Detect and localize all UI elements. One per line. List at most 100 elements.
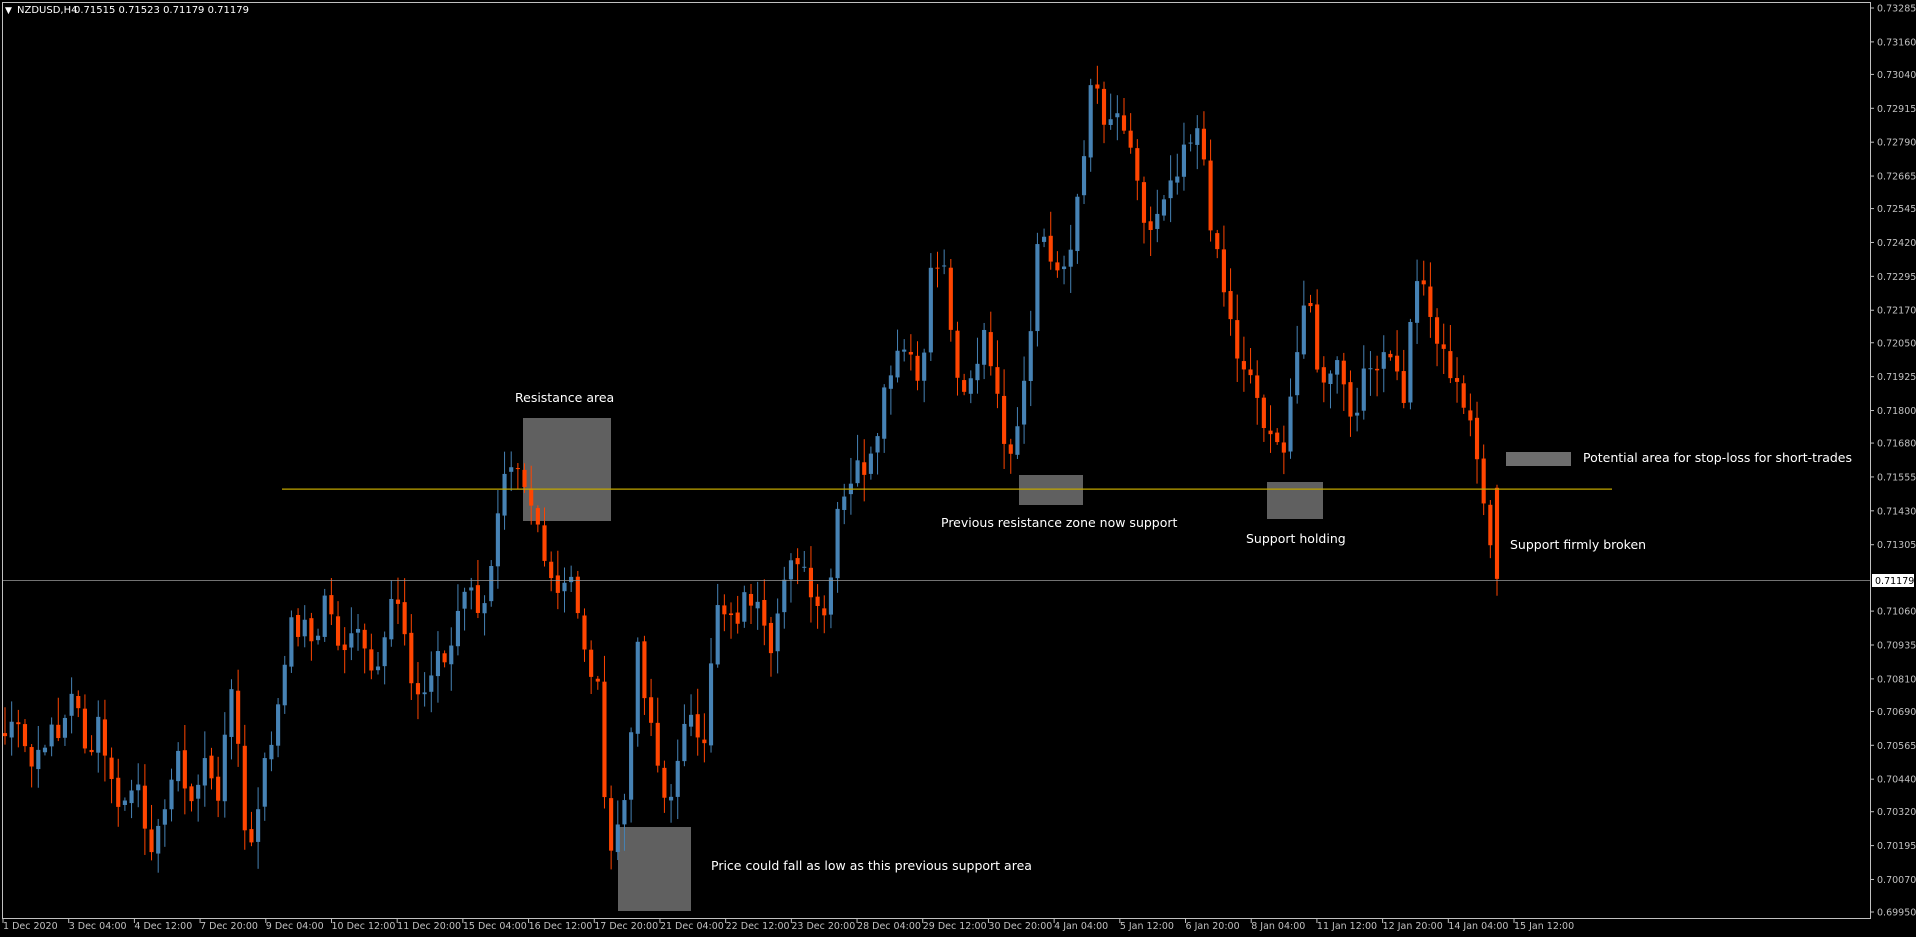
- candle-body: [569, 576, 574, 583]
- time-tick-label: 15 Jan 12:00: [1514, 921, 1574, 932]
- candle-body: [462, 591, 467, 609]
- price-fall-label: Price could fall as low as this previous…: [711, 858, 1032, 873]
- candle-body: [595, 678, 600, 682]
- candle-body: [515, 468, 520, 470]
- candle-body: [1055, 262, 1060, 271]
- candle-body: [169, 779, 174, 810]
- time-tick-label: 16 Dec 12:00: [529, 921, 593, 932]
- candle-body: [695, 714, 700, 738]
- candle-body: [116, 777, 121, 807]
- candle-body: [136, 784, 141, 791]
- candle-body: [842, 496, 847, 510]
- candle-body: [382, 637, 387, 667]
- candle-body: [1494, 487, 1500, 579]
- candle-body: [522, 469, 527, 487]
- price-tick-label: 0.71060: [1877, 607, 1916, 618]
- candle-body: [615, 824, 620, 853]
- price-tick-label: 0.70565: [1877, 741, 1916, 752]
- candle-body: [1221, 249, 1226, 293]
- candle-body: [708, 663, 714, 746]
- candle-body: [296, 614, 301, 637]
- candle-body: [109, 757, 114, 780]
- candle-body: [1288, 396, 1293, 452]
- candle-body: [1235, 320, 1240, 359]
- candle-body: [1042, 236, 1047, 242]
- candle-body: [122, 800, 127, 805]
- candle-body: [1381, 352, 1386, 369]
- candle-body: [222, 734, 227, 802]
- candle-body: [582, 615, 587, 650]
- price-tick-label: 0.72050: [1877, 338, 1916, 349]
- candle-body: [575, 576, 580, 614]
- candle-body: [395, 599, 401, 604]
- candle-body: [1215, 233, 1220, 250]
- price-tick-label: 0.70320: [1877, 807, 1916, 818]
- candle-body: [642, 641, 647, 699]
- candle-body: [69, 693, 74, 716]
- candle-body: [262, 758, 267, 807]
- candle-body: [1388, 353, 1393, 358]
- candle-body: [649, 697, 654, 723]
- candle-body: [1108, 119, 1113, 125]
- candle-body: [1275, 432, 1280, 443]
- candle-body: [935, 267, 940, 269]
- candle-body: [176, 750, 181, 782]
- stop-loss-zone[interactable]: [1506, 452, 1571, 466]
- candle-body: [1268, 430, 1273, 435]
- time-tick-label: 6 Jan 20:00: [1186, 921, 1240, 932]
- candle-body: [1461, 383, 1466, 408]
- candle-body: [822, 608, 827, 616]
- candle-body: [482, 603, 487, 614]
- candle-body: [196, 784, 201, 799]
- resistance-zone[interactable]: [523, 418, 611, 521]
- time-tick-label: 11 Jan 12:00: [1317, 921, 1377, 932]
- candle-body: [1201, 128, 1206, 160]
- candle-body: [968, 378, 973, 394]
- symbol-dropdown-icon[interactable]: ▼: [5, 6, 12, 16]
- candle-body: [688, 714, 694, 727]
- candle-body: [162, 809, 167, 825]
- previous-support-zone[interactable]: [618, 827, 691, 911]
- candle-body: [895, 350, 900, 378]
- price-tick-label: 0.69950: [1877, 908, 1916, 919]
- candle-body: [129, 790, 134, 804]
- time-tick-label: 1 Dec 2020: [3, 921, 58, 932]
- candle-body: [42, 747, 48, 753]
- candle-body: [1241, 361, 1246, 370]
- candle-body: [329, 595, 334, 615]
- candle-body: [808, 567, 814, 598]
- resistance-area-label: Resistance area: [515, 390, 614, 405]
- candle-body: [795, 558, 800, 565]
- candle-body: [1195, 128, 1200, 145]
- candle-body: [276, 704, 281, 746]
- previous-resistance-zone[interactable]: [1019, 475, 1083, 505]
- candle-body: [1135, 148, 1140, 181]
- price-tick-label: 0.72915: [1877, 104, 1916, 115]
- candle-body: [349, 633, 354, 648]
- candle-body: [342, 644, 347, 651]
- candle-body: [762, 599, 767, 626]
- candle-body: [1308, 303, 1313, 307]
- candle-body: [1208, 160, 1213, 231]
- candle-body: [362, 629, 367, 649]
- candle-body: [282, 664, 287, 706]
- candle-body: [1395, 355, 1400, 372]
- candle-body: [602, 681, 607, 798]
- candle-body: [16, 722, 21, 725]
- candle-body: [875, 436, 880, 453]
- time-tick-label: 8 Jan 04:00: [1251, 921, 1305, 932]
- candle-body: [862, 462, 867, 475]
- candle-body: [82, 708, 87, 749]
- price-tick-label: 0.70935: [1877, 641, 1916, 652]
- time-tick-label: 15 Dec 04:00: [463, 921, 527, 932]
- candle-body: [828, 577, 833, 615]
- candle-body: [435, 651, 441, 677]
- candle-body: [229, 689, 234, 737]
- candle-body: [1335, 360, 1340, 375]
- candle-body: [542, 525, 547, 561]
- time-tick-label: 5 Jan 12:00: [1120, 921, 1174, 932]
- support-holding-zone[interactable]: [1267, 482, 1323, 519]
- candle-body: [1434, 317, 1440, 344]
- candle-body: [682, 723, 687, 762]
